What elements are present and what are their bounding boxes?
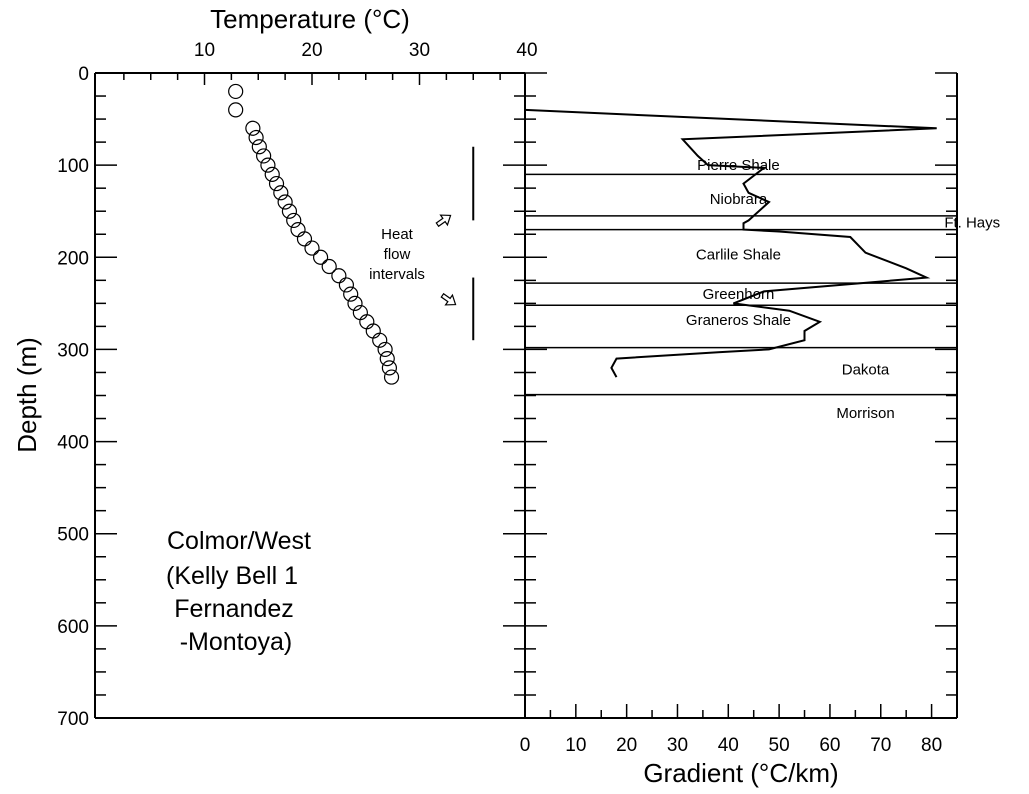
gradient-tick-label: 40 <box>718 735 739 756</box>
well-label-line: Fernandez <box>174 595 294 623</box>
formation-label: Morrison <box>836 405 894 422</box>
well-label: Colmor/West (Kelly Bell 1 Fernandez -Mont… <box>166 527 311 656</box>
depth-tick-label: 700 <box>57 709 89 730</box>
gradient-tick-label: 60 <box>819 735 840 756</box>
formation-labels: Pierre Shale Niobrara Ft. Hays Carlile Shal… <box>686 157 1000 422</box>
formation-label: Graneros Shale <box>686 312 791 329</box>
temperature-point <box>290 222 306 238</box>
depth-tick-label: 300 <box>57 340 89 361</box>
well-label-line: Colmor/West <box>167 527 311 555</box>
heat-flow-label-line: Heat <box>381 226 414 243</box>
temperature-point <box>296 231 313 247</box>
gradient-tick-label: 50 <box>769 735 790 756</box>
temperature-point <box>365 323 381 339</box>
temperature-point <box>286 212 302 229</box>
temperature-tick-label: 20 <box>301 40 322 61</box>
formation-label: Carlile Shale <box>696 247 781 264</box>
temperature-point <box>381 360 397 376</box>
temperature-point <box>273 185 289 201</box>
formation-label: Niobrara <box>710 191 768 208</box>
heat-flow-label-line: intervals <box>369 266 425 283</box>
temperature-point <box>383 369 400 385</box>
temperature-point <box>228 83 244 100</box>
temperature-point <box>251 139 267 155</box>
well-label-line: (Kelly Bell 1 <box>166 562 298 590</box>
temperature-point <box>256 148 272 164</box>
heat-flow-label-line: flow <box>384 246 411 263</box>
temperature-point <box>264 166 280 182</box>
gradient-tick-label: 20 <box>616 735 637 756</box>
formation-label: Greenhorn <box>703 286 775 303</box>
temperature-point <box>377 341 393 358</box>
depth-tick-label: 0 <box>78 64 89 85</box>
temperature-point <box>248 129 264 146</box>
temperature-point <box>313 249 329 265</box>
depth-tick-label: 500 <box>57 525 89 546</box>
gradient-line-series <box>524 108 937 378</box>
temperature-point <box>331 268 347 284</box>
well-label-line: -Montoya) <box>180 628 293 656</box>
gradient-tick-label: 30 <box>667 735 688 756</box>
temperature-point <box>338 277 354 293</box>
temperature-point <box>228 102 244 118</box>
formation-label: Dakota <box>842 362 890 379</box>
temperature-point <box>321 258 337 275</box>
gradient-tick-label: 10 <box>565 735 586 756</box>
temperature-point <box>245 120 261 136</box>
temperature-tick-label: 10 <box>194 40 215 61</box>
temperature-scatter-series <box>228 83 400 385</box>
formation-label: Pierre Shale <box>697 157 780 174</box>
heat-flow-arrow <box>435 214 452 228</box>
temperature-point <box>379 351 395 367</box>
temperature-point <box>281 203 298 219</box>
gradient-tick-label: 0 <box>520 735 531 756</box>
temperature-tick-label: 40 <box>516 40 537 61</box>
axis-ticks <box>95 72 958 719</box>
temperature-point <box>260 157 276 173</box>
heat-flow-arrow <box>440 292 457 306</box>
depth-tick-label: 100 <box>57 156 89 177</box>
temperature-point <box>343 286 359 302</box>
heat-flow-annotation: Heat flow intervals <box>369 146 475 341</box>
depth-tick-label: 600 <box>57 617 89 638</box>
gradient-tick-label: 80 <box>921 735 942 756</box>
temperature-point <box>277 194 293 210</box>
temperature-tick-label: 30 <box>409 40 430 61</box>
depth-tick-label: 400 <box>57 433 89 454</box>
temperature-axis-title: Temperature (°C) <box>210 4 410 34</box>
gradient-tick-label: 70 <box>870 735 891 756</box>
gradient-axis-title: Gradient (°C/km) <box>643 758 838 788</box>
depth-axis-title: Depth (m) <box>12 337 42 453</box>
formation-label: Ft. Hays <box>944 214 1000 231</box>
depth-tick-label: 200 <box>57 248 89 269</box>
temperature-point <box>372 332 388 348</box>
temperature-point <box>359 314 375 330</box>
temperature-point <box>347 295 363 311</box>
temperature-point <box>304 240 320 256</box>
temperature-point <box>268 175 285 192</box>
